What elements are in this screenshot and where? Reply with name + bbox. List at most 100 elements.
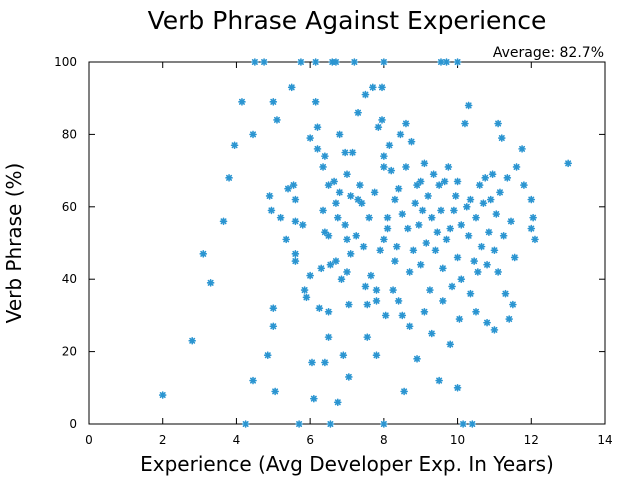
data-point [453, 383, 462, 392]
data-point [380, 235, 388, 244]
data-point [306, 134, 314, 142]
y-axis-label: Verb Phrase (%) [2, 163, 26, 324]
data-point [284, 184, 292, 193]
data-point [416, 177, 425, 186]
data-point [271, 387, 279, 396]
data-point [494, 268, 502, 276]
y-tick-labels: 0 20 40 60 80 100 [54, 55, 77, 431]
data-point [509, 300, 517, 309]
plot-frame [88, 61, 606, 425]
data-point [335, 130, 344, 139]
data-point [291, 217, 300, 226]
data-point [486, 195, 495, 204]
data-point [302, 293, 311, 302]
data-point [343, 268, 351, 276]
data-point [376, 246, 384, 255]
data-point [306, 271, 314, 280]
data-point [311, 98, 320, 106]
data-point [457, 221, 466, 229]
data-point [439, 297, 447, 305]
data-point [461, 119, 469, 128]
data-point [475, 181, 484, 189]
data-point [415, 221, 423, 229]
data-point [413, 355, 421, 363]
data-point [332, 199, 340, 207]
data-point [372, 351, 381, 360]
data-point [497, 134, 506, 142]
data-point [420, 159, 429, 168]
data-point [295, 420, 303, 428]
data-point [520, 181, 528, 189]
data-point [435, 376, 443, 385]
data-point [359, 242, 368, 251]
x-tick-label: 14 [597, 433, 612, 447]
data-point [398, 210, 407, 218]
data-point [225, 174, 233, 182]
x-tick-label: 10 [450, 433, 465, 447]
data-point [451, 192, 460, 200]
data-point [361, 282, 370, 291]
data-point [383, 224, 392, 233]
data-point [367, 271, 375, 280]
data-point [241, 420, 250, 428]
data-point [392, 242, 401, 251]
data-point [564, 159, 572, 168]
data-point [492, 210, 501, 218]
data-point [263, 351, 272, 360]
data-point [343, 170, 351, 179]
data-point [206, 279, 215, 287]
x-tick-label: 8 [380, 433, 388, 447]
data-point [527, 224, 536, 233]
data-point [372, 297, 381, 305]
data-point [402, 163, 410, 171]
data-point [442, 58, 451, 66]
data-point [440, 177, 449, 186]
data-point [396, 130, 405, 139]
data-point [378, 116, 386, 124]
data-point [448, 282, 456, 291]
data-point [368, 83, 377, 92]
data-point [433, 228, 442, 236]
data-point [380, 163, 388, 171]
data-point [466, 289, 475, 298]
data-point [442, 235, 451, 244]
data-point [363, 300, 372, 309]
data-point [346, 250, 355, 258]
data-point [472, 307, 480, 316]
data-point [468, 420, 477, 428]
data-point [529, 213, 537, 222]
data-point [324, 333, 333, 341]
data-point [453, 58, 462, 66]
data-point [310, 394, 318, 403]
data-point [426, 286, 434, 294]
data-point [402, 119, 410, 128]
data-point [481, 174, 490, 182]
data-point [370, 188, 379, 197]
data-point [199, 250, 208, 258]
data-point [411, 199, 419, 207]
x-tick-labels: 0 2 4 6 8 10 12 14 [85, 433, 612, 447]
data-point [510, 253, 519, 262]
data-point [407, 137, 416, 146]
data-point [289, 181, 298, 189]
y-tick-label: 0 [69, 417, 77, 431]
data-point [490, 326, 499, 334]
data-point [405, 322, 414, 331]
data-point [350, 58, 359, 66]
data-point [341, 148, 349, 157]
data-point [337, 275, 346, 284]
data-point [361, 90, 370, 99]
data-point [249, 130, 257, 139]
data-point [313, 123, 322, 131]
data-point [503, 174, 512, 182]
data-point [326, 260, 335, 269]
data-point [394, 297, 403, 305]
data-point [464, 101, 473, 110]
data-point [488, 170, 497, 179]
data-point [527, 195, 536, 204]
data-point [416, 260, 425, 269]
data-point [269, 98, 278, 106]
data-point [230, 141, 239, 150]
data-point [348, 148, 357, 157]
data-point [276, 213, 285, 222]
